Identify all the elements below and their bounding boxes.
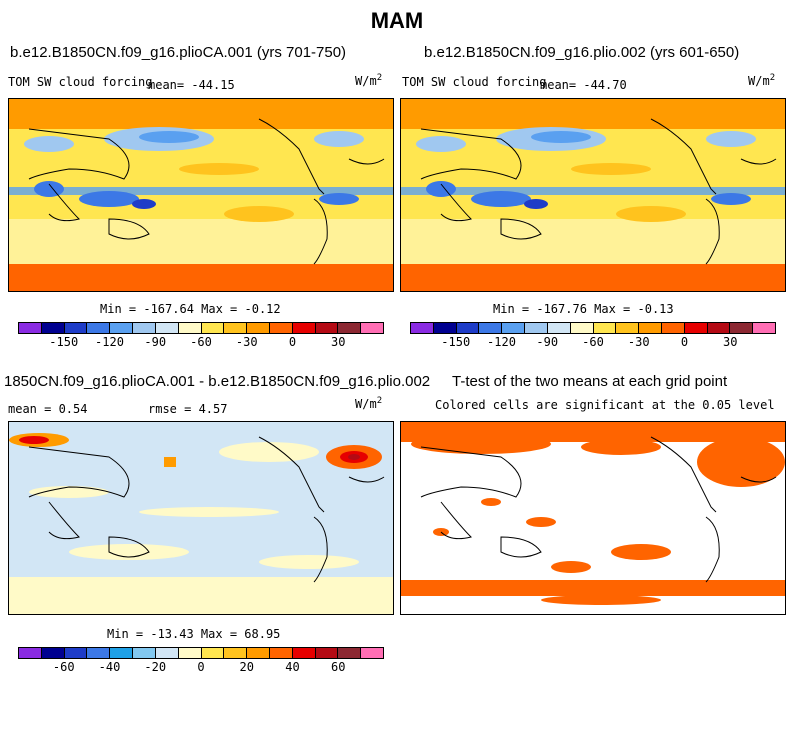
season-title: MAM: [370, 8, 424, 33]
colorbar-tick-label: -120: [95, 335, 124, 349]
colorbar-swatch: [456, 323, 480, 333]
colorbar-tick-label: -150: [441, 335, 471, 349]
colorbar-swatch: [247, 323, 270, 333]
colorbar-swatch: [87, 648, 111, 658]
colorbar-top-left: [18, 322, 384, 334]
colorbar-swatch: [110, 648, 134, 658]
colorbar-swatch: [269, 648, 293, 658]
colorbar-swatch: [433, 323, 457, 333]
colorbar-swatch: [593, 323, 617, 333]
colorbar-swatch: [730, 323, 754, 333]
colorbar-swatch: [19, 323, 42, 333]
colorbar-swatch: [639, 323, 662, 333]
colorbar-swatch: [178, 648, 202, 658]
colorbar-tick-label: -60: [52, 660, 75, 674]
variable-label-right: TOM SW cloud forcing: [402, 75, 547, 89]
colorbar-swatch: [155, 323, 179, 333]
units-right: W/m2: [748, 73, 776, 88]
colorbar-tick-label: 0: [197, 660, 205, 674]
colorbar-swatch: [684, 323, 708, 333]
units-left: W/m2: [355, 73, 383, 88]
colorbar-tick-label: -40: [98, 660, 121, 674]
colorbar-swatch: [110, 323, 134, 333]
colorbar-top-right: [410, 322, 776, 334]
colorbar-tick-label: -150: [49, 335, 79, 349]
colorbar-tick-label: -60: [190, 335, 212, 349]
colorbar-tick-label: 0: [288, 335, 297, 349]
colorbar-swatch: [201, 323, 225, 333]
minmax-left: Min = -167.64 Max = -0.12: [100, 302, 281, 316]
colorbar-tick-label: 20: [239, 660, 254, 674]
colorbar-swatch: [201, 648, 225, 658]
colorbar-swatch: [224, 648, 248, 658]
colorbar-tick-label: 40: [285, 660, 300, 674]
colorbar-tick-label: 30: [331, 335, 346, 349]
colorbar-swatch: [411, 323, 434, 333]
colorbar-swatch: [269, 323, 293, 333]
colorbar-tick-label: -120: [487, 335, 516, 349]
colorbar-swatch: [292, 648, 316, 658]
colorbar-difference: [18, 647, 384, 659]
units-diff: W/m2: [355, 396, 383, 411]
colorbar-swatch: [338, 648, 362, 658]
mean-label-left: mean= -44.15: [148, 78, 235, 92]
colorbar-swatch: [41, 323, 65, 333]
colorbar-swatch: [570, 323, 594, 333]
colorbar-swatch: [64, 648, 88, 658]
variable-label-left: TOM SW cloud forcing: [8, 75, 153, 89]
minmax-right: Min = -167.76 Max = -0.13: [493, 302, 674, 316]
colorbar-swatch: [64, 323, 88, 333]
colorbar-swatch: [361, 323, 383, 333]
colorbar-tick-label: -20: [144, 660, 167, 674]
mean-label-diff: mean = 0.54: [8, 402, 88, 416]
rmse-label-diff: rmse = 4.57: [148, 402, 228, 416]
colorbar-swatch: [292, 323, 316, 333]
colorbar-tick-label: -90: [536, 335, 559, 349]
colorbar-swatch: [87, 323, 111, 333]
colorbar-swatch: [247, 648, 270, 658]
map-top-left: [8, 98, 394, 292]
ttest-note: Colored cells are significant at the 0.0…: [435, 398, 775, 412]
map-difference: [8, 421, 394, 615]
colorbar-swatch: [361, 648, 383, 658]
colorbar-swatch: [315, 323, 339, 333]
colorbar-swatch: [178, 323, 202, 333]
colorbar-tick-label: -30: [235, 335, 258, 349]
colorbar-swatch: [19, 648, 42, 658]
colorbar-swatch: [133, 648, 156, 658]
colorbar-swatch: [338, 323, 362, 333]
colorbar-tick-label: 60: [331, 660, 346, 674]
ttest-title: T-test of the two means at each grid poi…: [452, 373, 728, 390]
colorbar-swatch: [315, 648, 339, 658]
minmax-diff: Min = -13.43 Max = 68.95: [107, 627, 281, 641]
case-title-left: b.e12.B1850CN.f09_g16.plioCA.001 (yrs 70…: [10, 44, 347, 61]
difference-title: 1850CN.f09_g16.plioCA.001 - b.e12.B1850C…: [4, 373, 431, 390]
colorbar-swatch: [525, 323, 548, 333]
colorbar-swatch: [224, 323, 248, 333]
colorbar-tick-label: 0: [680, 335, 689, 349]
colorbar-tick-label: 30: [723, 335, 738, 349]
mean-label-right: mean= -44.70: [540, 78, 627, 92]
colorbar-swatch: [133, 323, 156, 333]
map-ttest: [400, 421, 786, 615]
colorbar-tick-label: -90: [144, 335, 167, 349]
colorbar-swatch: [41, 648, 65, 658]
colorbar-swatch: [616, 323, 640, 333]
colorbar-tick-label: -60: [582, 335, 604, 349]
case-title-right: b.e12.B1850CN.f09_g16.plio.002 (yrs 601-…: [424, 44, 740, 61]
colorbar-tick-label: -30: [627, 335, 650, 349]
colorbar-swatch: [502, 323, 526, 333]
colorbar-swatch: [753, 323, 775, 333]
colorbar-swatch: [547, 323, 571, 333]
map-top-right: [400, 98, 786, 292]
colorbar-swatch: [661, 323, 685, 333]
colorbar-swatch: [479, 323, 503, 333]
colorbar-swatch: [707, 323, 731, 333]
colorbar-swatch: [155, 648, 179, 658]
